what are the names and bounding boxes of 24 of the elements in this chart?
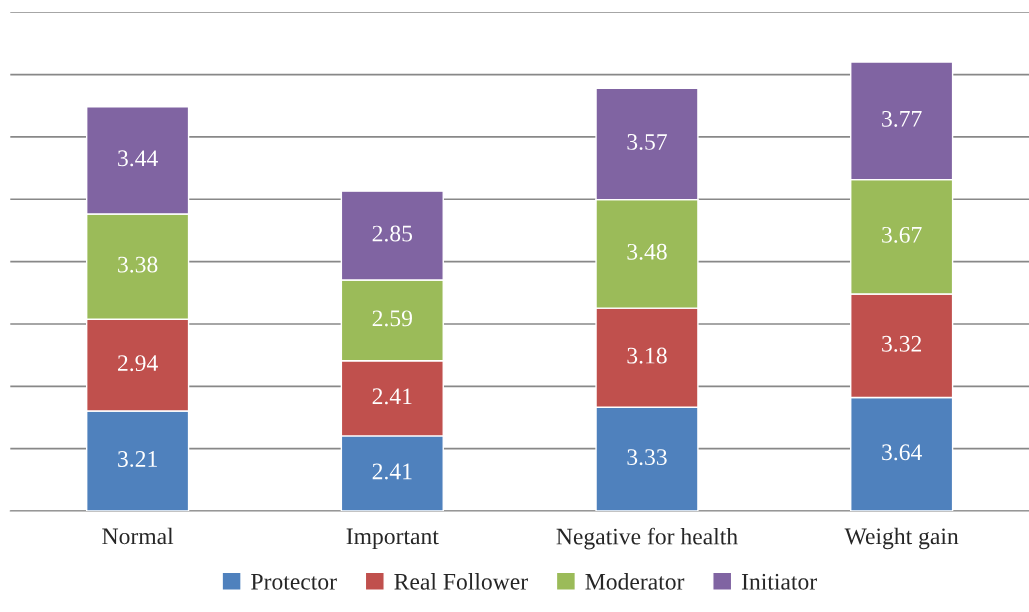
data-label: 3.67 bbox=[882, 226, 922, 243]
data-label: 3.48 bbox=[627, 243, 667, 260]
legend-label: Initiator bbox=[741, 573, 817, 590]
data-label: 3.57 bbox=[627, 133, 667, 150]
data-label: 3.32 bbox=[882, 335, 922, 352]
data-label: 2.85 bbox=[372, 225, 413, 242]
data-label: 2.41 bbox=[372, 388, 412, 405]
data-label: 3.44 bbox=[118, 150, 158, 167]
data-label: 3.64 bbox=[882, 444, 922, 461]
x-tick-label: Negative for health bbox=[556, 527, 738, 550]
data-label: 3.21 bbox=[118, 451, 157, 467]
data-label: 2.41 bbox=[372, 463, 412, 480]
data-label: 2.59 bbox=[372, 310, 412, 327]
x-tick-label: Normal bbox=[102, 527, 174, 545]
legend-label: Real Follower bbox=[394, 573, 528, 590]
legend-label: Moderator bbox=[585, 573, 685, 590]
data-label: 2.94 bbox=[118, 355, 158, 372]
x-tick-label: Important bbox=[346, 528, 439, 550]
data-label: 3.77 bbox=[882, 110, 922, 127]
data-label: 3.38 bbox=[118, 256, 158, 273]
data-label: 3.33 bbox=[627, 449, 667, 466]
legend-label: Protector bbox=[251, 574, 337, 590]
data-label: 3.18 bbox=[627, 347, 667, 364]
x-tick-label: Weight gain bbox=[844, 527, 959, 550]
